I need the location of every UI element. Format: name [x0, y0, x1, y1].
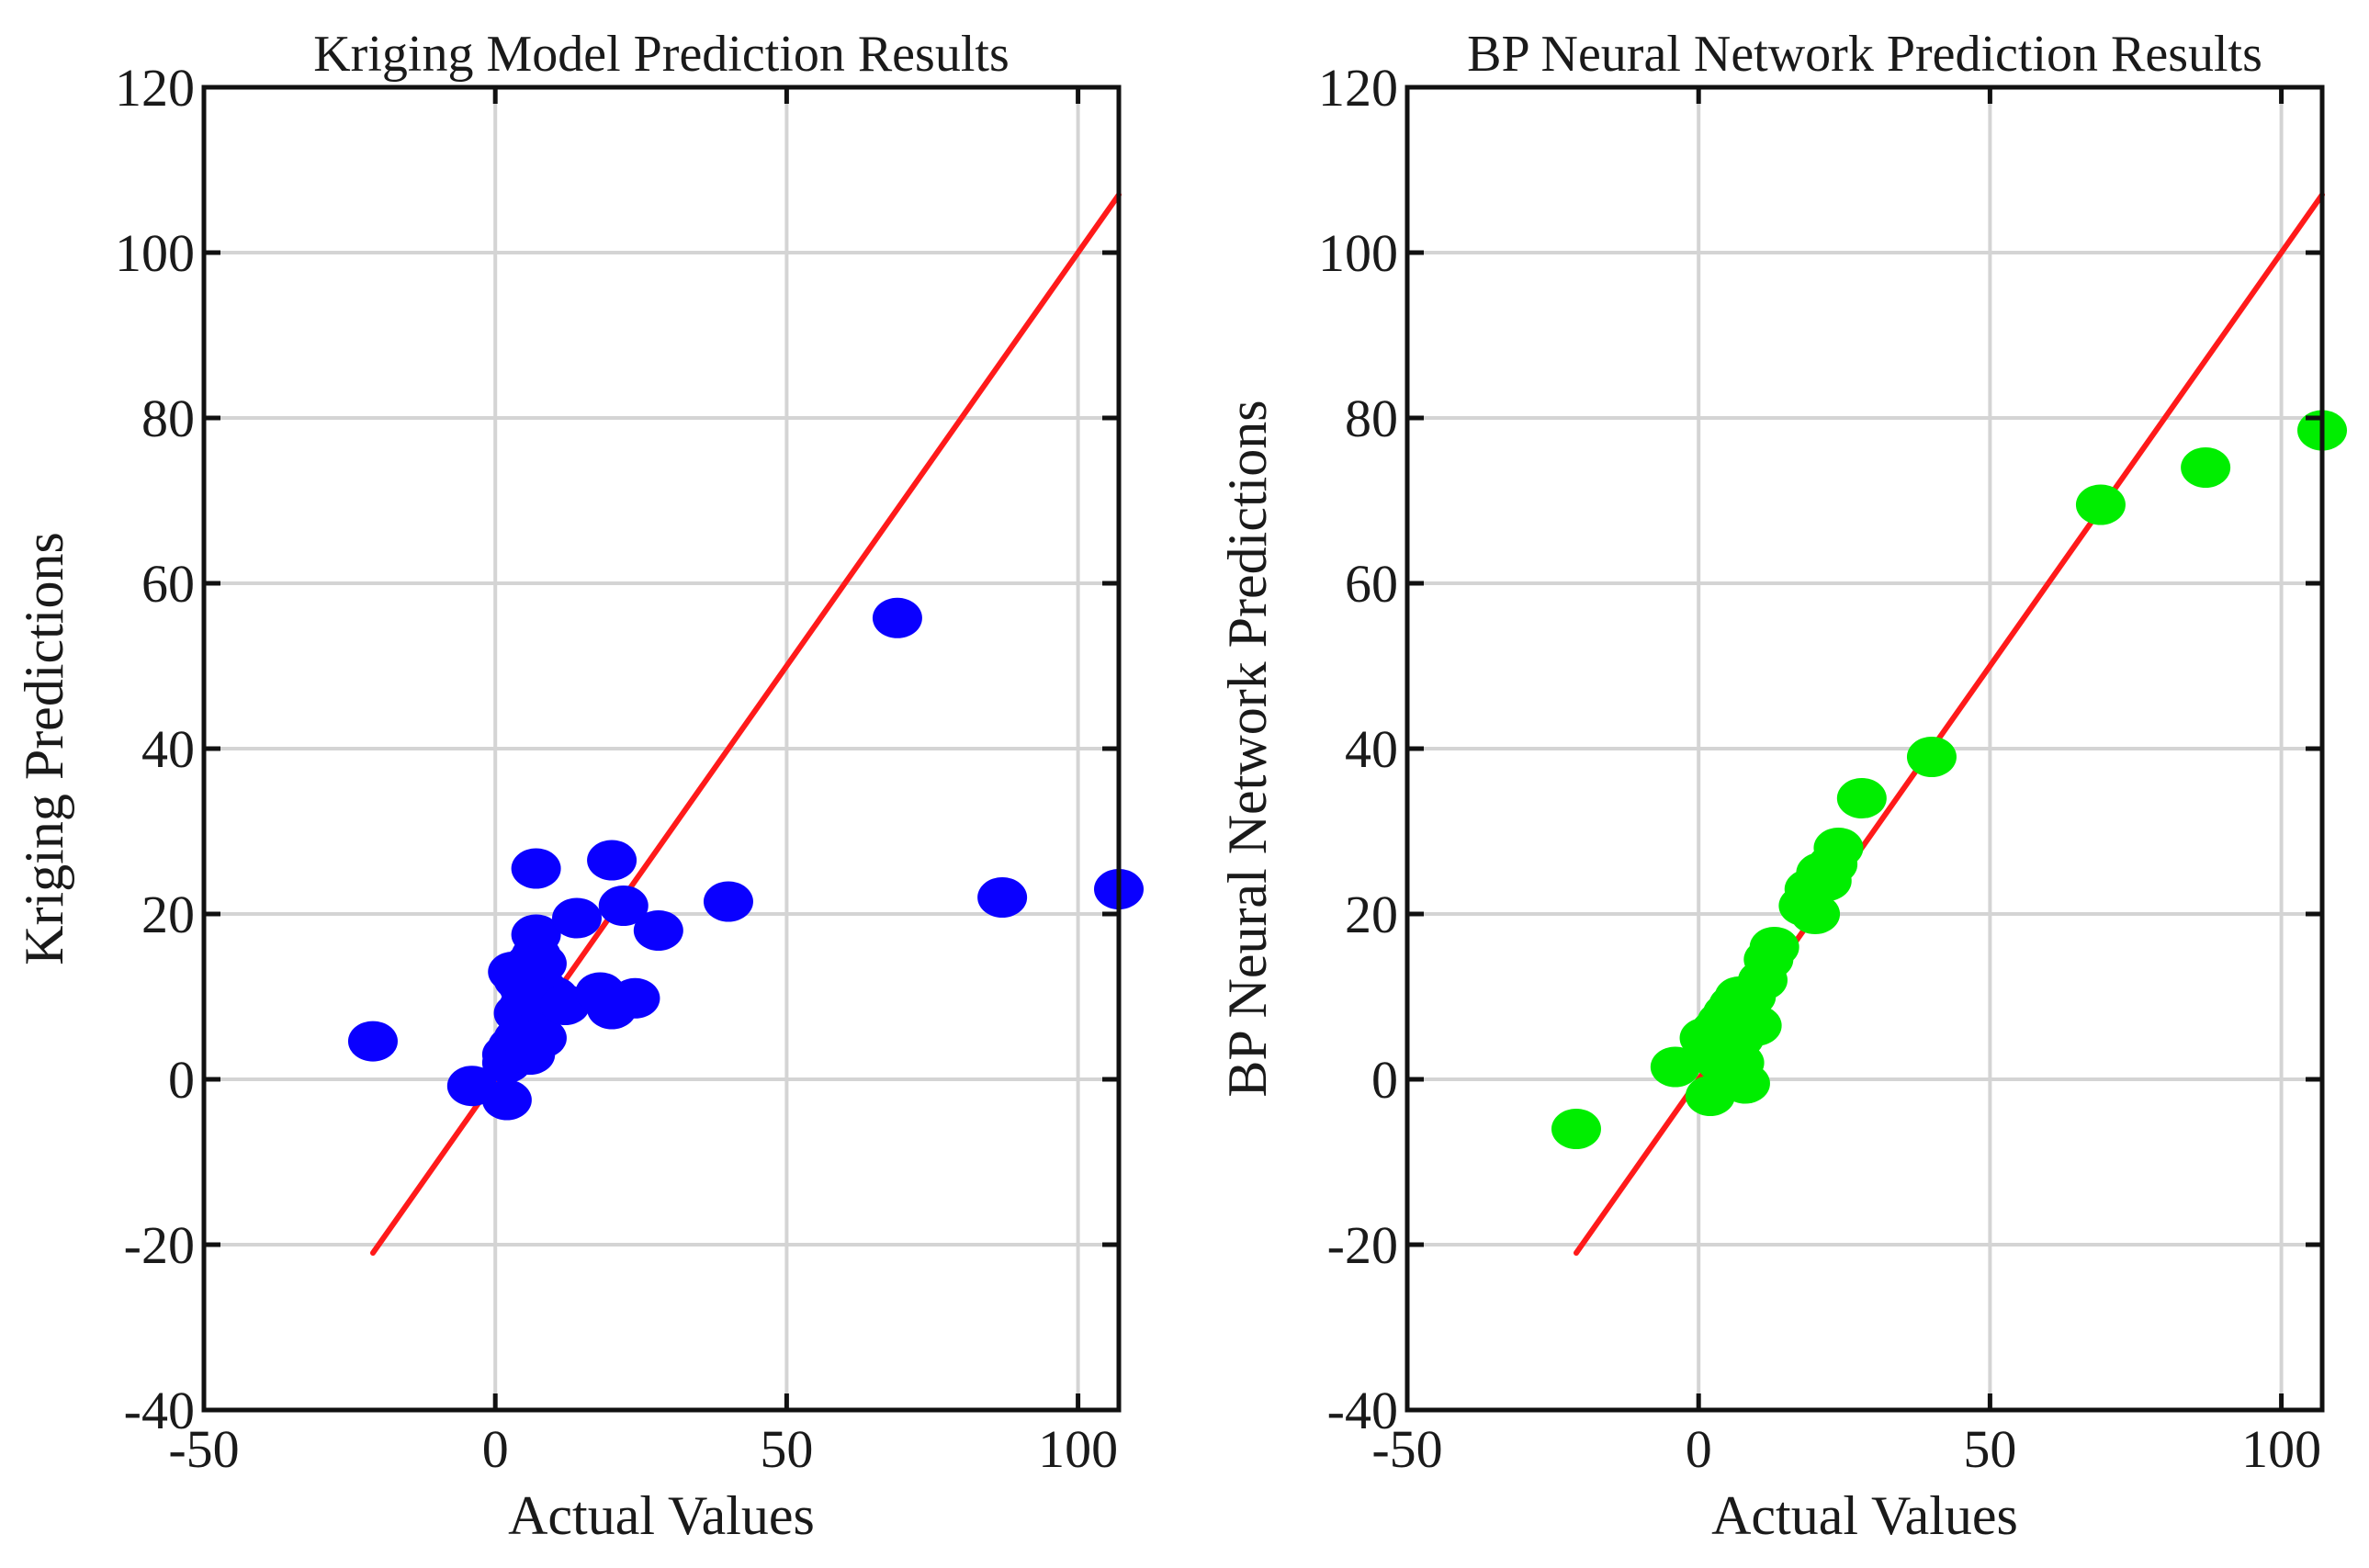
data-point [872, 597, 922, 638]
data-point [552, 897, 603, 939]
y-tick-label: -40 [1327, 1381, 1398, 1440]
data-point [1551, 1109, 1601, 1149]
y-tick-label: 40 [141, 719, 195, 779]
x-tick-label: -50 [168, 1419, 239, 1479]
y-tick-label: 80 [1345, 389, 1398, 448]
reference-line [1573, 192, 2325, 1256]
data-point [516, 943, 567, 984]
x-axis-label: Actual Values [1711, 1485, 2018, 1546]
x-tick-label: 0 [482, 1419, 509, 1479]
y-tick-label: 0 [1371, 1050, 1398, 1110]
data-point [1749, 927, 1799, 967]
data-point [1836, 778, 1887, 818]
data-point [1813, 828, 1864, 868]
x-axis-label: Actual Values [508, 1485, 815, 1546]
x-tick-label: 0 [1686, 1419, 1712, 1479]
data-point [598, 886, 649, 926]
x-tick-label: 100 [2241, 1419, 2321, 1479]
kriging-panel: -50 0 50 100 -40 -20 0 20 40 60 80 100 120 Kriging Mo… [14, 26, 1144, 1546]
data-point [633, 910, 683, 951]
y-tick-label: 0 [168, 1050, 195, 1110]
y-tick-label: 100 [1318, 223, 1398, 283]
data-point [977, 877, 1028, 918]
y-tick-label: 80 [141, 389, 195, 448]
x-tick-label: -50 [1371, 1419, 1442, 1479]
data-point [481, 1079, 532, 1121]
x-tick-label: 50 [1963, 1419, 2016, 1479]
y-tick-label: -20 [1327, 1215, 1398, 1275]
y-tick-label: 40 [1345, 719, 1398, 779]
y-tick-label: 60 [141, 554, 195, 614]
y-tick-label: -20 [124, 1215, 195, 1275]
y-tick-label: 120 [115, 58, 195, 118]
data-point [2181, 447, 2231, 488]
y-tick-label: 100 [115, 223, 195, 283]
data-point [1790, 894, 1841, 934]
x-tick-label: 50 [760, 1419, 813, 1479]
data-point [511, 848, 561, 889]
y-axis-label: Kriging Predictions [14, 532, 74, 965]
bp-neural-network-panel: -50 0 50 100 -40 -20 0 20 40 60 80 100 120 BP Neural … [1217, 26, 2347, 1546]
data-point [2075, 484, 2126, 525]
data-point [587, 840, 637, 881]
x-tick-label: 100 [1038, 1419, 1118, 1479]
chart-title: BP Neural Network Prediction Results [1467, 26, 2262, 83]
data-point [703, 881, 753, 922]
chart-title: Kriging Model Prediction Results [313, 26, 1010, 83]
data-point [610, 977, 660, 1019]
y-tick-label: 120 [1318, 58, 1398, 118]
data-point [347, 1021, 398, 1062]
y-tick-label: 20 [141, 885, 195, 944]
data-point [516, 1018, 567, 1058]
y-tick-label: 60 [1345, 554, 1398, 614]
data-point [1906, 737, 1957, 777]
y-axis-label: BP Neural Network Predictions [1217, 400, 1278, 1097]
data-point [1732, 1005, 1782, 1046]
data-point [1720, 1063, 1770, 1104]
y-tick-label: -40 [124, 1381, 195, 1440]
y-tick-label: 20 [1345, 885, 1398, 944]
